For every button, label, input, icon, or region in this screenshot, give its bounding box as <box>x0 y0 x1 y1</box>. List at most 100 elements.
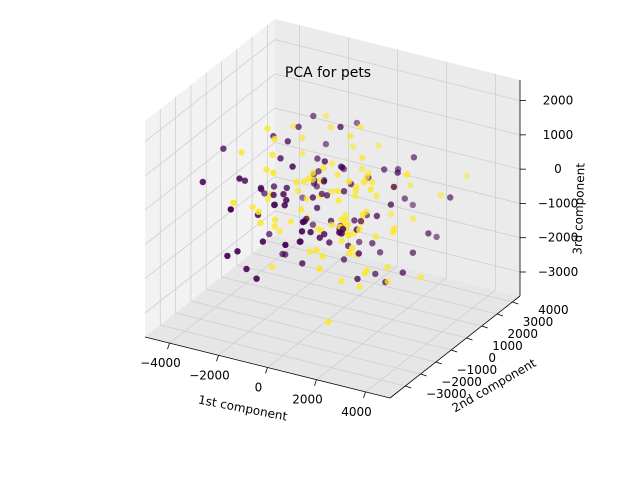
scatter-point <box>305 175 312 182</box>
grid-line-z <box>144 176 521 280</box>
x-tick-mark <box>314 379 317 386</box>
grid-line-z <box>144 39 521 142</box>
z-tick-label: −2000 <box>538 231 579 245</box>
scatter-point <box>339 164 346 171</box>
grid-line-x <box>267 49 398 368</box>
scatter-point <box>264 125 271 132</box>
scatter-point <box>257 219 264 227</box>
scatter-point <box>358 165 366 173</box>
scatter-point <box>297 206 305 213</box>
scatter-point <box>328 221 335 229</box>
scatter-point <box>281 202 288 209</box>
scatter-point <box>249 203 256 211</box>
scatter-point <box>325 318 332 326</box>
scatter-point <box>322 140 330 148</box>
grid-line-y <box>205 73 452 351</box>
scatter-point <box>345 178 353 185</box>
scatter-point <box>372 270 379 278</box>
x-tick-label: −2000 <box>189 368 230 382</box>
scatter-point <box>224 252 231 260</box>
z-tick-label: 1000 <box>543 128 574 142</box>
y-tick-label: 1000 <box>492 339 523 353</box>
y-tick-label: −2000 <box>441 375 482 389</box>
scatter-point <box>334 171 341 178</box>
scatter-point <box>376 249 384 256</box>
scatter-point <box>282 241 289 249</box>
x-tick-mark <box>216 355 219 362</box>
scatter-point <box>447 194 454 201</box>
scatter-point <box>277 155 284 162</box>
scatter-point <box>347 132 354 140</box>
scatter-point <box>299 260 306 267</box>
scatter-point <box>238 149 245 156</box>
scatter-point <box>373 192 380 199</box>
scatter-point <box>257 184 265 192</box>
scatter-point <box>280 191 287 198</box>
scatter-point <box>348 244 356 252</box>
scatter-point <box>433 233 440 241</box>
scatter-point <box>375 142 382 149</box>
scatter-point <box>326 239 333 246</box>
y-tick-mark <box>496 313 504 317</box>
scatter-point <box>230 199 237 206</box>
grid-line-z <box>144 141 521 245</box>
scatter-point <box>336 229 343 236</box>
scatter-point <box>356 238 363 246</box>
scatter-point <box>360 178 368 185</box>
scatter-point <box>356 226 363 233</box>
scatter-point <box>315 168 322 175</box>
scatter-point <box>255 208 262 215</box>
y-tick-label: −3000 <box>426 387 467 401</box>
scatter-point <box>321 231 328 238</box>
z-tick-label: −1000 <box>538 196 579 210</box>
scatter-point <box>306 248 313 255</box>
grid-line-y <box>266 25 513 303</box>
scatter-point <box>271 201 278 209</box>
scatter-point <box>363 173 370 180</box>
scatter-point <box>390 183 398 191</box>
scatter-point <box>316 265 323 272</box>
scatter-point <box>394 169 401 176</box>
scatter-point <box>327 124 335 131</box>
x-tick-label: 2000 <box>292 393 323 407</box>
grid-line-x <box>365 73 496 393</box>
scatter-point <box>340 188 348 195</box>
z-axis-label: 3rd component <box>570 163 587 255</box>
y-tick-label: −1000 <box>457 363 498 377</box>
scatter-point <box>318 190 326 198</box>
scatter-point <box>409 249 417 256</box>
y-tick-mark <box>512 301 519 305</box>
y-tick-mark <box>466 337 473 341</box>
grid-line-y <box>251 37 498 315</box>
scatter-point <box>388 210 395 218</box>
scatter-point <box>437 192 444 199</box>
scatter-point <box>407 182 414 189</box>
scatter-point <box>227 206 234 213</box>
scatter-point <box>321 158 328 165</box>
z-tick-label: −3000 <box>538 265 579 279</box>
scatter-point <box>298 150 306 157</box>
x-tick-label: −4000 <box>140 356 181 370</box>
scatter-point <box>287 218 294 225</box>
scatter-point <box>322 112 330 120</box>
scatter-point <box>220 145 227 152</box>
scatter-point <box>271 223 278 230</box>
scatter-point <box>289 123 297 130</box>
scatter-point <box>401 195 408 202</box>
scatter-point <box>271 135 278 143</box>
scatter-point <box>293 178 300 186</box>
scatter-point <box>301 178 308 185</box>
tick-labels: −4000−2000020004000−3000−2000−1000010002… <box>140 94 578 419</box>
scatter-point <box>253 275 260 282</box>
scatter-point <box>313 246 320 254</box>
grid-line-y <box>236 49 482 327</box>
scatter-point <box>199 178 206 186</box>
scatter-point <box>297 238 304 245</box>
y-tick-mark <box>435 361 443 365</box>
z-tick-label: 2000 <box>543 94 574 108</box>
scatter-point <box>314 155 321 162</box>
scatter-point <box>270 169 277 177</box>
y-tick-label: 2000 <box>507 327 538 341</box>
scatter-point <box>425 230 432 237</box>
